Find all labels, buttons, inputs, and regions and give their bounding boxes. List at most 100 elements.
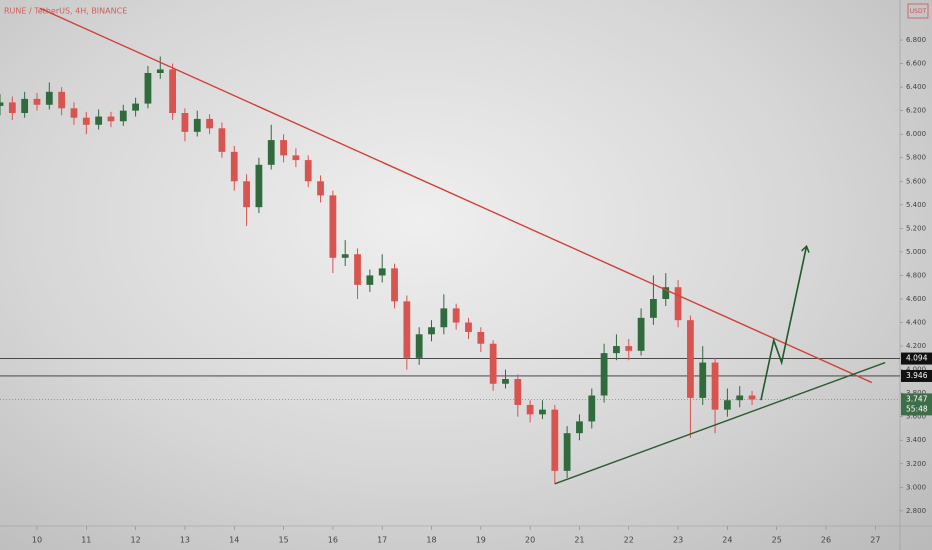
candle-body: [144, 72, 152, 104]
y-tick-label: 4.600: [906, 295, 926, 303]
candle-body: [193, 118, 201, 132]
candle-body: [415, 334, 423, 358]
level-label: 4.094: [906, 354, 928, 363]
candle-body: [687, 320, 694, 398]
candle-body: [317, 181, 324, 196]
candle-body: [206, 118, 213, 129]
candle-body: [33, 98, 41, 105]
candle-body: [613, 346, 620, 354]
candle-body: [391, 268, 398, 302]
candle-body: [181, 113, 189, 132]
currency: USDT: [910, 8, 927, 15]
candle-body: [243, 181, 250, 208]
candle-body: [329, 195, 337, 258]
y-tick-label: 6.200: [906, 107, 926, 115]
y-tick-label: 3.200: [906, 460, 926, 468]
x-tick-label: 20: [525, 536, 535, 545]
candle-body: [748, 395, 756, 400]
candle-body: [132, 103, 140, 111]
countdown: 55:48: [906, 404, 928, 413]
x-tick-label: 13: [180, 536, 190, 545]
trendline: [554, 361, 886, 485]
candle-body: [267, 140, 275, 165]
candle-body: [428, 327, 435, 335]
level-label-box: [901, 352, 932, 365]
candle-body: [502, 379, 509, 384]
y-tick-label: 4.800: [906, 271, 926, 279]
candle-body: [736, 395, 744, 401]
x-tick-label: 10: [32, 536, 42, 545]
candle-body: [341, 254, 349, 258]
candle-body: [230, 151, 238, 182]
x-tick-label: 11: [81, 536, 91, 545]
candle-body: [45, 91, 53, 105]
candle-body: [82, 117, 90, 125]
candle-body: [526, 404, 534, 415]
candle-body: [119, 110, 127, 122]
candle-body: [452, 308, 460, 323]
y-tick-label: 3.400: [906, 436, 926, 444]
x-tick-label: 16: [328, 536, 338, 545]
candle-body: [255, 164, 263, 208]
y-tick-label: 6.800: [906, 36, 926, 44]
candle-body: [465, 322, 472, 332]
y-tick-label: 4.400: [906, 319, 926, 327]
y-tick-label: 3.600: [906, 413, 926, 421]
candle-body: [539, 409, 546, 415]
candle-body: [58, 91, 66, 109]
y-tick-label: 5.400: [906, 201, 926, 209]
candle-body: [107, 116, 115, 122]
y-tick-label: 3.000: [906, 483, 926, 491]
y-tick-label: 5.600: [906, 177, 926, 185]
x-tick-label: 27: [870, 536, 880, 545]
currency-box: [907, 3, 929, 19]
candle-body: [588, 395, 596, 422]
candle-body: [366, 275, 374, 285]
y-tick-label: 5.800: [906, 154, 926, 162]
candle-body: [699, 362, 707, 398]
candle-body: [304, 160, 312, 182]
candle-body: [8, 102, 16, 114]
x-tick-label: 22: [624, 536, 634, 545]
candle-body: [292, 155, 300, 161]
candle-body: [724, 400, 731, 410]
y-tick-label: 4.200: [906, 342, 926, 350]
y-tick-label: 5.200: [906, 224, 926, 232]
candle-body: [711, 362, 719, 410]
y-tick-label: 6.400: [906, 83, 926, 91]
level-label: 3.946: [906, 371, 928, 380]
chart-title: RUNE / TetherUS, 4H, BINANCE: [4, 7, 127, 16]
x-tick-label: 19: [476, 536, 486, 545]
y-tick-label: 6.000: [906, 130, 926, 138]
candle-body: [637, 317, 645, 351]
candle-body: [0, 102, 4, 106]
candle-body: [514, 379, 522, 405]
candle-body: [674, 287, 682, 321]
x-tick-label: 23: [673, 536, 683, 545]
y-tick-label: 2.800: [906, 507, 926, 515]
candle-body: [551, 409, 559, 471]
candle-body: [218, 128, 226, 152]
candle-body: [650, 298, 657, 318]
last-price-box: [901, 393, 932, 416]
candle-body: [563, 433, 571, 471]
x-tick-label: 18: [426, 536, 436, 545]
candle-body: [600, 353, 608, 396]
candle-body: [95, 116, 103, 125]
x-tick-label: 14: [229, 536, 239, 545]
level-label-box: [901, 369, 932, 382]
candle-body: [70, 108, 78, 118]
x-tick-label: 25: [772, 536, 782, 545]
candle-body: [354, 254, 361, 285]
x-tick-label: 24: [722, 536, 732, 545]
candle-body: [662, 287, 670, 299]
y-tick-label: 6.600: [906, 60, 926, 68]
y-tick-label: 3.800: [906, 389, 926, 397]
last-price-label: 3.747: [906, 394, 928, 403]
y-tick-label: 5.000: [906, 248, 926, 256]
x-tick-label: 21: [574, 536, 584, 545]
candle-body: [440, 308, 448, 328]
candle-body: [169, 69, 176, 114]
candle-body: [625, 346, 633, 351]
